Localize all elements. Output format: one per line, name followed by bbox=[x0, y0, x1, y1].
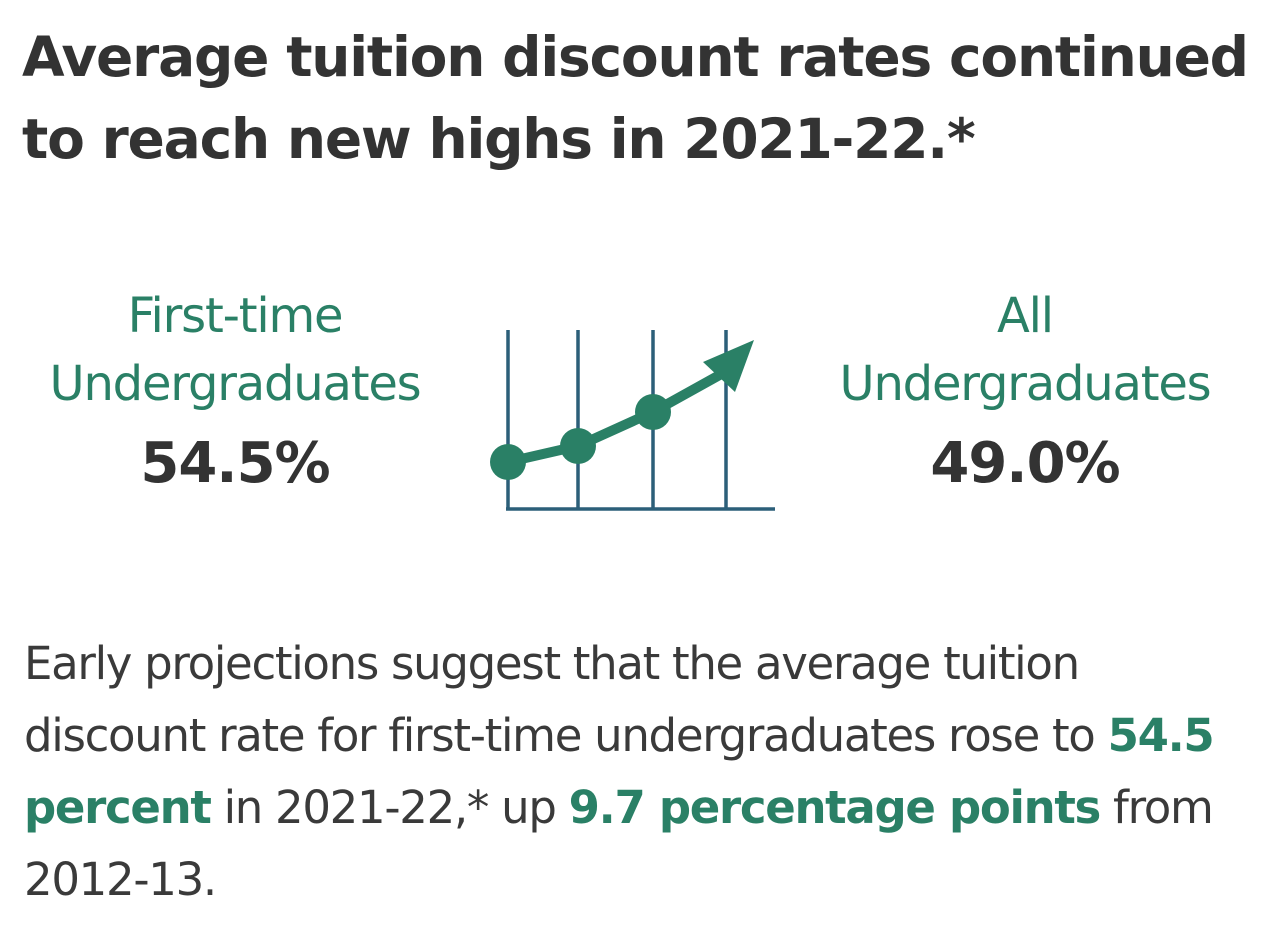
stat-all-undergraduates: All Undergraduates 49.0% bbox=[800, 282, 1250, 504]
stat-value: 54.5% bbox=[140, 431, 330, 496]
stat-value: 49.0% bbox=[930, 431, 1120, 496]
trend-up-icon bbox=[470, 320, 790, 524]
trend-point bbox=[635, 394, 671, 430]
description-paragraph: Early projections suggest that the avera… bbox=[24, 628, 1264, 916]
stat-label: All Undergraduates bbox=[800, 282, 1250, 418]
stat-label-line-2: Undergraduates bbox=[49, 356, 422, 412]
stat-label-line-1: All bbox=[997, 288, 1054, 344]
trend-line bbox=[506, 367, 728, 467]
description-text: from 2012-13. bbox=[24, 781, 1214, 906]
stat-label-line-2: Undergraduates bbox=[839, 356, 1212, 412]
description-text: in 2021-22,* up bbox=[210, 781, 569, 834]
stat-label: First-time Undergraduates bbox=[10, 282, 460, 418]
title-line-2: to reach new highs in 2021-22.* bbox=[22, 107, 976, 171]
stat-label-line-1: First-time bbox=[127, 288, 344, 344]
title-line-1: Average tuition discount rates continued bbox=[22, 25, 1249, 89]
trend-point bbox=[490, 444, 526, 480]
highlight-discount-rate: 54.5 percent bbox=[24, 709, 1215, 834]
highlight-percentage-points: 9.7 percentage points bbox=[568, 781, 1102, 834]
description-text: Early projections suggest that the avera… bbox=[24, 637, 1108, 762]
trend-point bbox=[560, 428, 596, 464]
page-title: Average tuition discount rates continued… bbox=[22, 16, 1272, 180]
stat-first-time-undergraduates: First-time Undergraduates 54.5% bbox=[10, 282, 460, 504]
arrow-head bbox=[703, 340, 754, 392]
